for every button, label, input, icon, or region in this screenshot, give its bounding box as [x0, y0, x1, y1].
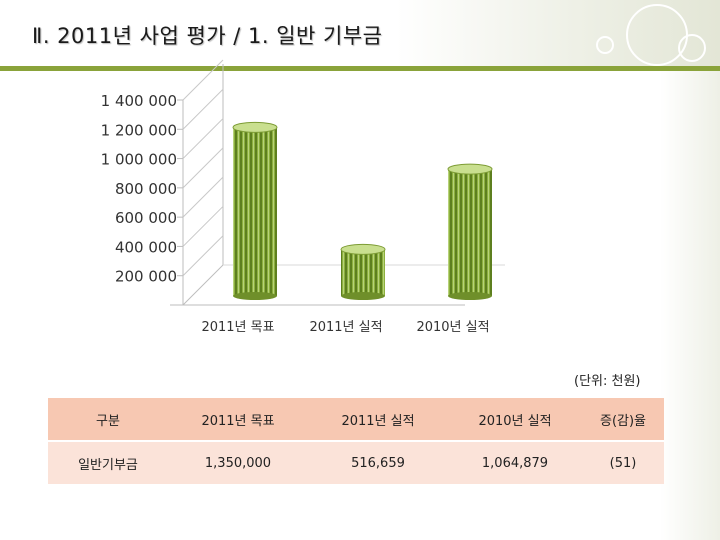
x-tick-label: 2010년 실적: [416, 320, 489, 335]
summary-table: 구분 2011년 목표 2011년 실적 2010년 실적 증(감)율 일반기부…: [48, 398, 664, 484]
y-tick-label: 600 000: [115, 209, 177, 227]
bar: [448, 169, 492, 296]
y-tick-label: 800 000: [115, 180, 177, 198]
decor-circle-small: [678, 34, 706, 62]
header-change-rate: 증(감)율: [582, 398, 664, 441]
bar-chart: 200 000 400 000 600 000 800 000 1 000 000 1 2…: [101, 59, 505, 335]
chart-grid: [170, 59, 505, 306]
chart-bars: [232, 121, 493, 300]
bar-cap: [340, 243, 386, 255]
x-tick-label: 2011년 실적: [309, 320, 382, 335]
title-divider: [0, 66, 720, 71]
cell-change-rate: (51): [582, 441, 664, 484]
y-axis-ticks: 200 000 400 000 600 000 800 000 1 000 000 1 2…: [101, 92, 177, 286]
bar-base: [341, 292, 385, 300]
y-tick-label: 1 400 000: [101, 92, 177, 110]
y-tick-label: 400 000: [115, 238, 177, 256]
decor-circle-tiny: [596, 36, 614, 54]
gridline-diag: [182, 206, 224, 247]
y-tick-label: 1 000 000: [101, 151, 177, 169]
header-category: 구분: [48, 398, 168, 441]
gridline-diag: [182, 176, 224, 218]
cell-2011-target: 1,350,000: [168, 441, 308, 484]
y-tick-label: 1 200 000: [101, 121, 177, 139]
gridline-diag: [182, 235, 224, 277]
header-2011-actual: 2011년 실적: [308, 398, 448, 441]
cell-category: 일반기부금: [48, 441, 168, 484]
side-panel: [660, 71, 720, 540]
header-2010-actual: 2010년 실적: [448, 398, 582, 441]
bar-cap: [232, 121, 278, 133]
page-title: Ⅱ. 2011년 사업 평가 / 1. 일반 기부금: [32, 24, 383, 48]
table-row: 일반기부금 1,350,000 516,659 1,064,879 (51): [48, 441, 664, 484]
cell-2011-actual: 516,659: [308, 441, 448, 484]
gridline-diag: [182, 147, 224, 189]
header-2011-target: 2011년 목표: [168, 398, 308, 441]
bar-cap: [447, 163, 493, 175]
table-header-row: 구분 2011년 목표 2011년 실적 2010년 실적 증(감)율: [48, 398, 664, 441]
x-axis-ticks: 2011년 목표 2011년 실적 2010년 실적: [201, 320, 489, 335]
title-band: [0, 0, 720, 68]
gridline-diag: [182, 88, 224, 130]
cell-2010-actual: 1,064,879: [448, 441, 582, 484]
gridline-diag: [182, 59, 224, 101]
bar: [341, 249, 385, 296]
y-tick-label: 200 000: [115, 268, 177, 286]
x-tick-label: 2011년 목표: [201, 320, 274, 335]
unit-note: (단위: 천원): [574, 374, 641, 389]
gridline-diag: [182, 118, 224, 159]
bar: [233, 127, 277, 296]
axis-depth-line: [182, 264, 224, 306]
bar-base: [233, 292, 277, 300]
bar-base: [448, 292, 492, 300]
